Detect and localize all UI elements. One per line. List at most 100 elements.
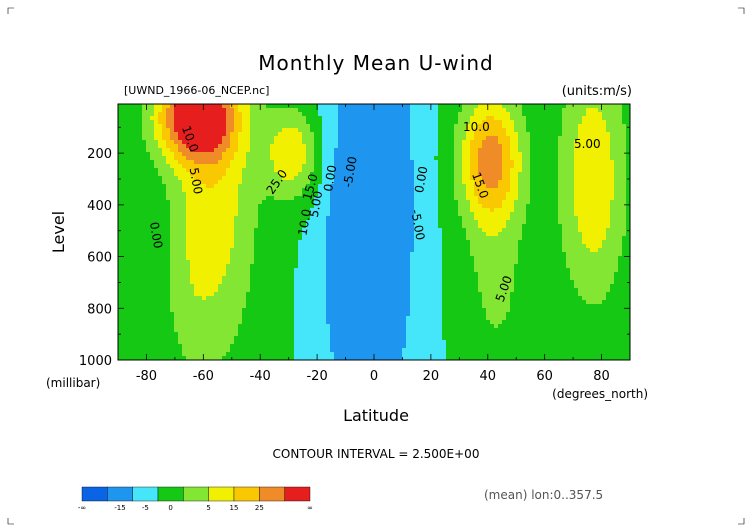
field-cell: [298, 124, 303, 129]
field-cell: [170, 108, 175, 113]
field-cell: [134, 184, 139, 189]
field-cell: [446, 188, 451, 193]
field-cell: [454, 160, 459, 165]
field-cell: [442, 120, 447, 125]
field-cell: [534, 124, 539, 129]
field-cell: [226, 252, 231, 257]
field-cell: [142, 248, 147, 253]
field-cell: [126, 220, 131, 225]
field-cell: [394, 204, 399, 209]
field-cell: [266, 148, 271, 153]
field-cell: [170, 148, 175, 153]
field-cell: [362, 224, 367, 229]
field-cell: [378, 184, 383, 189]
field-cell: [298, 236, 303, 241]
field-cell: [138, 108, 143, 113]
field-cell: [406, 212, 411, 217]
field-cell: [550, 148, 555, 153]
field-cell: [514, 172, 519, 177]
field-cell: [506, 116, 511, 121]
field-cell: [142, 244, 147, 249]
field-cell: [562, 248, 567, 253]
field-cell: [170, 224, 175, 229]
field-cell: [434, 220, 439, 225]
field-cell: [566, 256, 571, 261]
field-cell: [486, 128, 491, 133]
field-cell: [302, 148, 307, 153]
field-cell: [298, 112, 303, 117]
field-cell: [198, 132, 203, 137]
field-cell: [238, 176, 243, 181]
field-cell: [198, 220, 203, 225]
field-cell: [230, 204, 235, 209]
field-cell: [266, 108, 271, 113]
field-cell: [506, 148, 511, 153]
field-cell: [174, 168, 179, 173]
field-cell: [486, 188, 491, 193]
field-cell: [290, 152, 295, 157]
field-cell: [606, 128, 611, 133]
field-cell: [274, 200, 279, 205]
field-cell: [330, 116, 335, 121]
field-cell: [518, 208, 523, 213]
field-cell: [554, 216, 559, 221]
field-cell: [122, 204, 127, 209]
field-cell: [570, 248, 575, 253]
field-cell: [482, 252, 487, 257]
field-cell: [414, 248, 419, 253]
field-cell: [354, 116, 359, 121]
field-cell: [242, 144, 247, 149]
field-cell: [566, 184, 571, 189]
field-cell: [334, 108, 339, 113]
field-cell: [558, 196, 563, 201]
field-cell: [366, 196, 371, 201]
field-cell: [486, 256, 491, 261]
field-cell: [362, 232, 367, 237]
field-cell: [238, 224, 243, 229]
field-cell: [298, 188, 303, 193]
field-cell: [274, 172, 279, 177]
field-cell: [350, 120, 355, 125]
field-cell: [194, 168, 199, 173]
field-cell: [242, 204, 247, 209]
field-cell: [406, 156, 411, 161]
field-cell: [270, 164, 275, 169]
field-cell: [606, 136, 611, 141]
field-cell: [206, 192, 211, 197]
field-cell: [450, 124, 455, 129]
field-cell: [426, 212, 431, 217]
field-cell: [398, 240, 403, 245]
field-cell: [138, 112, 143, 117]
field-cell: [166, 112, 171, 117]
field-cell: [362, 208, 367, 213]
field-cell: [346, 252, 351, 257]
field-cell: [422, 200, 427, 205]
field-cell: [226, 224, 231, 229]
field-cell: [298, 196, 303, 201]
field-cell: [270, 172, 275, 177]
field-cell: [326, 124, 331, 129]
field-cell: [622, 172, 627, 177]
field-cell: [482, 256, 487, 261]
field-cell: [374, 176, 379, 181]
field-cell: [206, 232, 211, 237]
field-cell: [234, 164, 239, 169]
field-cell: [310, 124, 315, 129]
field-cell: [426, 176, 431, 181]
field-cell: [294, 212, 299, 217]
field-cell: [374, 148, 379, 153]
field-cell: [314, 132, 319, 137]
field-cell: [342, 112, 347, 117]
field-cell: [450, 136, 455, 141]
field-cell: [370, 248, 375, 253]
field-cell: [254, 232, 259, 237]
field-cell: [182, 116, 187, 121]
field-cell: [194, 172, 199, 177]
field-cell: [258, 256, 263, 261]
field-cell: [398, 132, 403, 137]
field-cell: [302, 248, 307, 253]
field-cell: [214, 136, 219, 141]
field-cell: [150, 240, 155, 245]
field-cell: [190, 176, 195, 181]
field-cell: [270, 256, 275, 261]
